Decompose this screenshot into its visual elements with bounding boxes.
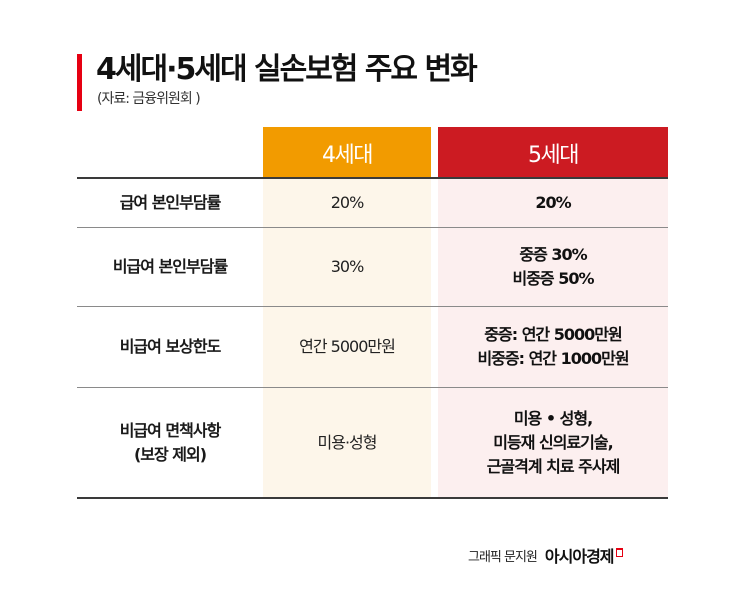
row-label: 비급여 면책사항 (보장 제외) [119,420,222,464]
column-header-gen4: 4세대 [263,127,431,178]
header-divider [77,177,668,179]
gen4-value: 20% [330,193,365,212]
row-divider [77,227,668,228]
page-title: 4세대·5세대 실손보험 주요 변화 [96,52,478,87]
gen5-value: 미용 • 성형, 미등재 신의료기술, 근골격계 치료 주사제 [486,408,621,476]
gen5-column-background [438,178,668,498]
column-header-gen5: 5세대 [438,127,668,178]
row-label: 비급여 본인부담률 [112,257,228,276]
gen4-value: 연간 5000만원 [299,337,396,356]
title-accent-bar [77,54,82,111]
footer-credit: 그래픽 문지원 아시아경제 [468,543,623,567]
row-label: 급여 본인부담률 [119,193,222,212]
row-divider [77,306,668,307]
gen5-value: 20% [535,193,571,212]
row-divider [77,387,668,388]
row-label: 비급여 보상한도 [119,337,222,356]
gen4-value: 30% [330,257,365,276]
table-row: 비급여 면책사항 (보장 제외) 미용·성형 미용 • 성형, 미등재 신의료기… [77,388,668,497]
table-bottom-divider [77,497,668,499]
table-row: 비급여 본인부담률 30% 중증 30% 비중증 50% [77,228,668,306]
graphic-credit: 그래픽 문지원 [468,549,538,565]
table-row: 비급여 보상한도 연간 5000만원 중증: 연간 5000만원 비중증: 연간… [77,307,668,387]
gen5-value: 중증 30% 비중증 50% [512,245,594,288]
gen5-value: 중증: 연간 5000만원 비중증: 연간 1000만원 [477,325,629,368]
table-row: 급여 본인부담률 20% 20% [77,179,668,227]
source-note: (자료: 금융위원회 ) [97,91,201,107]
red-square-logo-icon [615,548,623,557]
gen4-column-background [263,178,431,498]
gen4-value: 미용·성형 [317,432,378,452]
publisher-brand: 아시아경제 [545,543,623,567]
